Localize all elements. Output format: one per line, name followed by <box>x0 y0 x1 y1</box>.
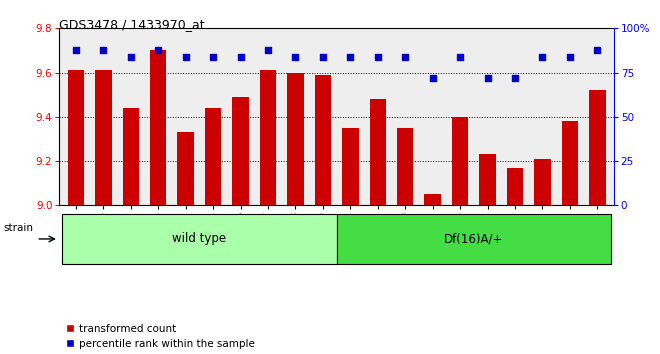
Point <box>510 75 520 81</box>
Bar <box>287 73 304 205</box>
Bar <box>67 70 84 205</box>
Point <box>345 54 356 59</box>
Bar <box>260 70 277 205</box>
Point <box>263 47 273 52</box>
Bar <box>315 75 331 205</box>
Point <box>71 47 81 52</box>
Bar <box>370 99 386 205</box>
Bar <box>507 168 523 205</box>
Bar <box>178 132 194 205</box>
Bar <box>589 90 606 205</box>
Bar <box>424 194 441 205</box>
Bar <box>150 51 166 205</box>
Text: strain: strain <box>3 223 33 233</box>
Bar <box>95 70 112 205</box>
Text: Df(16)A/+: Df(16)A/+ <box>444 233 504 245</box>
Bar <box>534 159 550 205</box>
Point <box>317 54 328 59</box>
Point <box>153 47 164 52</box>
Point <box>482 75 493 81</box>
Point <box>125 54 136 59</box>
Point <box>208 54 218 59</box>
Point <box>592 47 603 52</box>
Bar <box>479 154 496 205</box>
Point <box>235 54 246 59</box>
Bar <box>452 117 469 205</box>
Bar <box>562 121 578 205</box>
Bar <box>123 108 139 205</box>
Point <box>455 54 465 59</box>
Point <box>98 47 109 52</box>
Legend: transformed count, percentile rank within the sample: transformed count, percentile rank withi… <box>65 324 255 349</box>
Point <box>537 54 548 59</box>
Bar <box>342 128 358 205</box>
Bar <box>232 97 249 205</box>
Point <box>180 54 191 59</box>
Bar <box>397 128 413 205</box>
Text: wild type: wild type <box>172 233 226 245</box>
Point <box>290 54 301 59</box>
Point <box>372 54 383 59</box>
Point <box>428 75 438 81</box>
Text: GDS3478 / 1433970_at: GDS3478 / 1433970_at <box>59 18 205 31</box>
Point <box>400 54 411 59</box>
Bar <box>205 108 221 205</box>
Point <box>564 54 575 59</box>
